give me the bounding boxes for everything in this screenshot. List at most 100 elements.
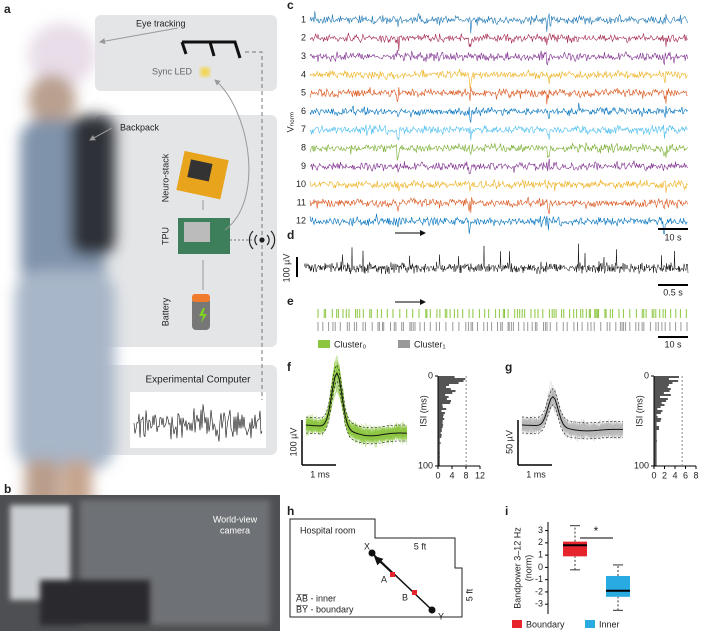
y-label: Bandpower 3–12 Hz — [512, 527, 522, 609]
trace — [309, 87, 688, 105]
panel-label: f — [287, 360, 292, 374]
label: TPU — [160, 227, 170, 245]
scale-label: 10 s — [664, 232, 682, 242]
isi-bar — [438, 394, 446, 396]
isi-bar — [654, 412, 661, 414]
isi-bar — [438, 386, 447, 388]
channel-label: 2 — [301, 33, 306, 43]
panel-label: i — [505, 504, 508, 518]
link — [245, 51, 263, 400]
panel-label: b — [4, 482, 11, 496]
isi-bar — [654, 462, 657, 464]
isi-bar — [438, 438, 440, 440]
isi-bar — [438, 460, 440, 462]
y-label: Vₙₒᵣₘ — [285, 111, 295, 132]
isi-bar — [438, 442, 441, 444]
trace — [309, 49, 688, 66]
trace — [309, 158, 688, 175]
trace — [309, 32, 688, 52]
channel-label: 1 — [301, 14, 306, 24]
x-tick-label: 0 — [435, 470, 440, 480]
y-tick-label: -1 — [535, 574, 543, 584]
isi-bar — [438, 434, 442, 436]
channel-label: 9 — [301, 161, 306, 171]
channel-label: 7 — [301, 124, 306, 134]
y-tick-label: 1 — [538, 549, 543, 559]
legend-swatch — [318, 340, 330, 348]
scale-label: 100 µV — [281, 254, 291, 283]
arrow — [99, 27, 179, 45]
trace — [309, 141, 688, 161]
furniture — [40, 580, 150, 625]
label: Battery — [160, 297, 170, 326]
isi-bar — [654, 408, 658, 410]
sync-led — [200, 67, 210, 77]
mean-waveform — [305, 371, 407, 437]
isi-bar — [438, 422, 443, 424]
y-tick-label: 3 — [538, 525, 543, 535]
legend: A̅B̅ - inner — [296, 593, 336, 603]
isi-bar — [654, 406, 661, 408]
isi-bar — [438, 402, 451, 404]
isi-bar — [654, 444, 657, 446]
camera-label: World-view — [213, 514, 258, 524]
trace — [303, 243, 689, 275]
isi-bar — [438, 464, 440, 466]
waveform — [305, 391, 408, 441]
legend-swatch — [585, 620, 595, 628]
isi-bar — [438, 376, 455, 378]
isi-bar — [654, 404, 665, 406]
legend-label: Boundary — [526, 619, 565, 629]
trace — [309, 124, 688, 141]
wireless-icon — [248, 230, 276, 250]
point-label: B — [402, 592, 408, 602]
label: Neuro-stack — [160, 153, 170, 202]
scale-label: 10 s — [664, 339, 682, 349]
x-tick-label: 6 — [683, 470, 688, 480]
isi-bar — [438, 396, 449, 398]
isi-bar — [654, 382, 673, 384]
y-tick-label: -3 — [535, 599, 543, 609]
panel-label: g — [505, 360, 512, 374]
panel-h: Hospital room 5 ft 5 ft X A B Y A̅B̅ - i… — [289, 518, 474, 621]
isi-bar — [438, 448, 440, 450]
legend-label: Cluster₀ — [334, 339, 367, 349]
isi-bar — [438, 398, 447, 400]
isi-bar — [654, 442, 657, 444]
chip — [187, 159, 213, 182]
label: Sync LED — [152, 66, 193, 76]
isi-bar — [654, 396, 660, 398]
battery-top — [192, 294, 210, 302]
isi-bar — [654, 410, 663, 412]
arrow — [89, 127, 113, 141]
scale-label: 1 ms — [310, 469, 330, 479]
mean-waveform — [305, 380, 407, 445]
isi-bar — [654, 378, 669, 380]
scale-label: 50 µV — [504, 430, 514, 454]
isi-bar — [654, 456, 657, 458]
channel-label: 11 — [297, 197, 306, 207]
y-label: (norm) — [523, 555, 533, 582]
isi-bar — [654, 400, 667, 402]
isi-bar — [654, 428, 659, 430]
isi-bar — [438, 436, 442, 438]
arrow — [373, 555, 393, 574]
isi-bar — [654, 390, 670, 392]
isi-bar — [438, 400, 451, 402]
isi-bar — [438, 378, 466, 380]
isi-bar — [654, 402, 662, 404]
isi-bar — [654, 380, 679, 382]
isi-bar — [438, 392, 453, 394]
isi-bar — [654, 436, 657, 438]
scale-label: 1 ms — [526, 469, 546, 479]
y-tick-label: 100 — [418, 460, 433, 470]
trace — [309, 178, 688, 193]
mean-waveform — [521, 395, 623, 432]
isi-bar — [438, 446, 440, 448]
panel-label: c — [287, 0, 294, 12]
scale-label: 0.5 s — [663, 287, 683, 297]
channel-label: 4 — [301, 69, 306, 79]
isi-bar — [654, 392, 664, 394]
isi-bar — [654, 434, 657, 436]
